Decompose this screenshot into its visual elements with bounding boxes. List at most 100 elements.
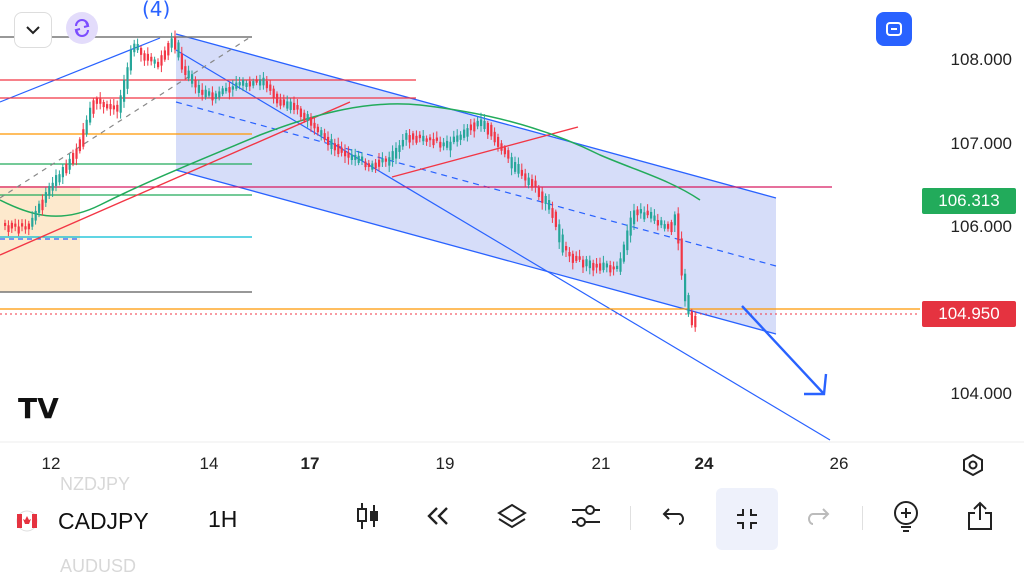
candle-body xyxy=(418,134,421,139)
candle-body xyxy=(167,43,170,56)
candle-body xyxy=(449,141,452,151)
candle-body xyxy=(690,311,693,326)
candle-body xyxy=(367,163,370,167)
wave-label: (4) xyxy=(142,0,170,21)
undo-button[interactable] xyxy=(644,486,700,546)
price-axis-label: 106.000 xyxy=(950,217,1012,236)
candle-body xyxy=(514,162,517,172)
candle-body xyxy=(255,79,258,83)
candle-body xyxy=(667,223,670,229)
candle-body xyxy=(242,79,245,86)
price-axis-label: 108.000 xyxy=(950,50,1012,69)
candle-body xyxy=(500,143,503,151)
candle-body xyxy=(10,222,13,229)
candle-body xyxy=(680,238,683,276)
candle-body xyxy=(204,89,207,98)
price-axis-label: 107.000 xyxy=(950,134,1012,153)
forecast-arrow xyxy=(741,305,828,396)
candle-body xyxy=(435,137,438,141)
candle-body xyxy=(633,210,636,225)
candle-body xyxy=(374,162,377,169)
candle-body xyxy=(160,55,163,66)
candle-body xyxy=(476,120,479,127)
candle-body xyxy=(106,104,109,109)
candle-body xyxy=(248,81,251,87)
candle-body xyxy=(78,139,81,152)
replay-button[interactable] xyxy=(410,486,466,546)
candle-body xyxy=(568,251,571,257)
candle-body xyxy=(670,222,673,233)
candle-body xyxy=(463,129,466,138)
candle-body xyxy=(31,217,34,227)
candle-body xyxy=(153,59,156,64)
candle-body xyxy=(177,42,180,58)
candle-body xyxy=(303,112,306,121)
channel-bottom-line xyxy=(175,169,777,335)
candle-body xyxy=(507,150,510,159)
candle-body xyxy=(629,217,632,236)
candle-body xyxy=(466,128,469,137)
candle-body xyxy=(68,158,71,170)
candles-icon xyxy=(357,503,378,529)
symbol-selector[interactable]: CADJPY xyxy=(16,506,149,536)
candle-body xyxy=(14,223,17,227)
candle-body xyxy=(123,80,126,102)
candle-body xyxy=(548,200,551,210)
candle-body xyxy=(146,53,149,61)
candle-body xyxy=(636,209,639,216)
add-alert-button[interactable] xyxy=(878,486,934,546)
candle-body xyxy=(238,82,241,86)
candle-body xyxy=(289,101,292,110)
candle-body xyxy=(44,192,47,203)
share-button[interactable] xyxy=(952,486,1008,546)
toolbar-divider xyxy=(630,506,631,530)
candle-body xyxy=(89,107,92,123)
candle-body xyxy=(320,130,323,136)
price-chart[interactable]: TV (4) xyxy=(0,0,1024,486)
exit-fullscreen-button[interactable] xyxy=(716,488,778,550)
candle-body xyxy=(415,135,418,143)
candle-body xyxy=(452,136,455,143)
candle-body xyxy=(520,169,523,176)
canada-flag-icon xyxy=(16,510,38,532)
gear-icon xyxy=(963,453,983,477)
toolbar-divider xyxy=(862,506,863,530)
candle-body xyxy=(41,199,44,211)
tradingview-logo: TV xyxy=(18,392,59,425)
fullscreen-button[interactable] xyxy=(876,12,912,46)
sync-button[interactable] xyxy=(66,12,98,44)
time-axis-label: 26 xyxy=(829,454,849,473)
candle-body xyxy=(21,223,24,227)
candle-body xyxy=(24,226,27,230)
candle-body xyxy=(333,143,336,151)
candle-body xyxy=(279,99,282,106)
candle-body xyxy=(38,203,41,213)
candle-body xyxy=(27,223,30,230)
collapse-button[interactable] xyxy=(14,12,52,48)
candle-body xyxy=(269,84,272,91)
candle-body xyxy=(299,108,302,117)
axis-settings-button[interactable] xyxy=(960,452,986,478)
candle-body xyxy=(65,163,68,174)
candle-body xyxy=(75,148,78,159)
undo-icon xyxy=(662,508,684,525)
redo-button[interactable] xyxy=(792,486,848,546)
candle-body xyxy=(446,140,449,148)
candle-body xyxy=(486,122,489,135)
candle-body xyxy=(456,135,459,142)
candle-body xyxy=(197,84,200,93)
candle-body xyxy=(208,91,211,96)
candles-button[interactable] xyxy=(340,486,396,546)
candle-body xyxy=(7,225,10,233)
settings-button[interactable] xyxy=(558,486,614,546)
candle-body xyxy=(619,258,622,272)
candle-body xyxy=(561,234,564,253)
interval-selector[interactable]: 1H xyxy=(208,506,238,532)
candle-body xyxy=(480,119,483,127)
candle-body xyxy=(388,157,391,166)
ma-price-tag: 106.313 xyxy=(922,188,1016,214)
layers-button[interactable] xyxy=(484,486,540,546)
candle-body xyxy=(286,101,289,109)
candle-body xyxy=(58,174,61,183)
candle-body xyxy=(316,126,319,133)
